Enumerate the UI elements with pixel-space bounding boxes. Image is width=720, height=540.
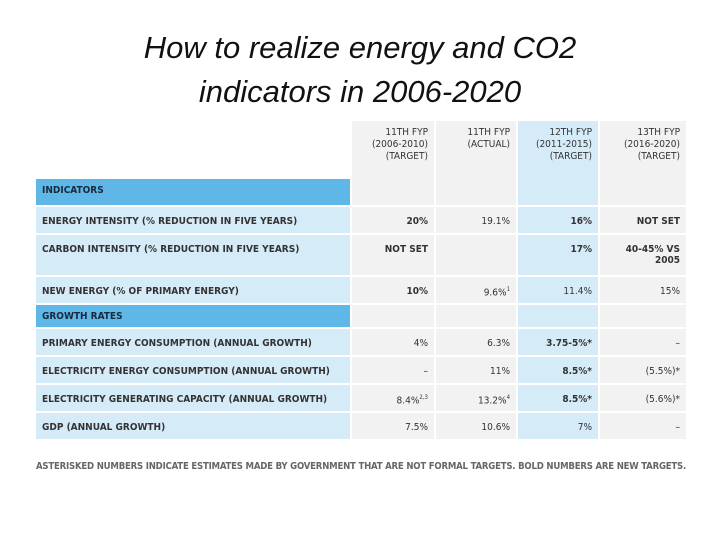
header-line: 11TH FYP (385, 127, 428, 138)
cell-value: 8.4% (396, 395, 420, 407)
cell-12th-target: 17% (516, 235, 598, 277)
header-line: (TARGET) (385, 151, 428, 162)
section-fill-cell (350, 179, 434, 207)
header-11th-fyp-actual: 11TH FYP (ACTUAL) (434, 121, 516, 179)
cell-11th-target: 20% (350, 207, 434, 235)
cell-12th-target: 8.5%* (516, 357, 598, 385)
row-label: ENERGY INTENSITY (% REDUCTION IN FIVE YE… (36, 207, 350, 235)
row-label: ELECTRICITY ENERGY CONSUMPTION (ANNUAL G… (36, 357, 350, 385)
header-11th-fyp-target: 11TH FYP (2006-2010) (TARGET) (350, 121, 434, 179)
cell-11th-actual: 11% (434, 357, 516, 385)
table-row-new-energy: NEW ENERGY (% OF PRIMARY ENERGY) 10% 9.6… (36, 277, 686, 305)
cell-11th-actual (434, 235, 516, 277)
cell-11th-target: 8.4%2,3 (350, 385, 434, 413)
header-line: 12TH FYP (549, 127, 592, 138)
table-row-electricity-capacity: ELECTRICITY GENERATING CAPACITY (ANNUAL … (36, 385, 686, 413)
cell-11th-actual: 6.3% (434, 329, 516, 357)
header-12th-fyp-target: 12TH FYP (2011-2015) (TARGET) (516, 121, 598, 179)
section-fill-cell (350, 305, 434, 329)
header-blank-cell (36, 121, 350, 179)
row-label: NEW ENERGY (% OF PRIMARY ENERGY) (36, 277, 350, 305)
cell-11th-actual: 10.6% (434, 413, 516, 441)
cell-13th-target: 40-45% VS 2005 (598, 235, 686, 277)
footnote-marker: 2,3 (419, 394, 428, 401)
header-line: (2011-2015) (535, 139, 592, 150)
header-line: (TARGET) (549, 151, 592, 162)
table-row-primary-energy: PRIMARY ENERGY CONSUMPTION (ANNUAL GROWT… (36, 329, 686, 357)
header-line: 11TH FYP (467, 127, 510, 138)
section-fill-cell (516, 179, 598, 207)
row-label: ELECTRICITY GENERATING CAPACITY (ANNUAL … (36, 385, 350, 413)
cell-11th-actual: 9.6%1 (434, 277, 516, 305)
section-title-indicators: INDICATORS (36, 179, 350, 207)
cell-value: 13.2% (477, 395, 507, 407)
header-line: (ACTUAL) (467, 139, 510, 150)
table-row-energy-intensity: ENERGY INTENSITY (% REDUCTION IN FIVE YE… (36, 207, 686, 235)
section-fill-cell (434, 305, 516, 329)
section-row-indicators: INDICATORS (36, 179, 686, 207)
fyp-indicators-table: 11TH FYP (2006-2010) (TARGET) 11TH FYP (… (36, 121, 686, 441)
cell-12th-target: 3.75-5%* (516, 329, 598, 357)
title-line-2: indicators in 2006-2020 (198, 74, 522, 109)
header-line: (2006-2010) (371, 139, 428, 150)
section-title-growth-rates: GROWTH RATES (36, 305, 350, 329)
cell-13th-target: (5.6%)* (598, 385, 686, 413)
header-line: (TARGET) (637, 151, 680, 162)
footnote-marker: 1 (506, 286, 510, 293)
section-fill-cell (598, 305, 686, 329)
table-row-carbon-intensity: CARBON INTENSITY (% REDUCTION IN FIVE YE… (36, 235, 686, 277)
cell-13th-target: – (598, 413, 686, 441)
cell-12th-target: 8.5%* (516, 385, 598, 413)
cell-11th-target: 10% (350, 277, 434, 305)
cell-value: 9.6% (483, 287, 507, 299)
cell-11th-target: 7.5% (350, 413, 434, 441)
table-row-gdp: GDP (ANNUAL GROWTH) 7.5% 10.6% 7% – (36, 413, 686, 441)
footnote-marker: 4 (506, 394, 510, 401)
cell-11th-actual: 19.1% (434, 207, 516, 235)
table-header-row: 11TH FYP (2006-2010) (TARGET) 11TH FYP (… (36, 121, 686, 179)
section-fill-cell (598, 179, 686, 207)
header-13th-fyp-target: 13TH FYP (2016-2020) (TARGET) (598, 121, 686, 179)
cell-12th-target: 7% (516, 413, 598, 441)
cell-11th-target: 4% (350, 329, 434, 357)
table-footnote: ASTERISKED NUMBERS INDICATE ESTIMATES MA… (36, 461, 687, 472)
section-fill-cell (516, 305, 598, 329)
cell-11th-target: NOT SET (350, 235, 434, 277)
cell-12th-target: 11.4% (516, 277, 598, 305)
cell-12th-target: 16% (516, 207, 598, 235)
row-label: GDP (ANNUAL GROWTH) (36, 413, 350, 441)
cell-11th-actual: 13.2%4 (434, 385, 516, 413)
section-row-growth-rates: GROWTH RATES (36, 305, 686, 329)
table-row-electricity-consumption: ELECTRICITY ENERGY CONSUMPTION (ANNUAL G… (36, 357, 686, 385)
row-label: CARBON INTENSITY (% REDUCTION IN FIVE YE… (36, 235, 350, 277)
cell-13th-target: (5.5%)* (598, 357, 686, 385)
cell-13th-target: NOT SET (598, 207, 686, 235)
cell-13th-target-text: 40-45% VS 2005 (625, 244, 680, 266)
header-line: 13TH FYP (637, 127, 680, 138)
row-label: PRIMARY ENERGY CONSUMPTION (ANNUAL GROWT… (36, 329, 350, 357)
slide-title: How to realize energy and CO2 indicators… (0, 26, 720, 114)
section-fill-cell (434, 179, 516, 207)
cell-13th-target: – (598, 329, 686, 357)
cell-11th-target: – (350, 357, 434, 385)
title-line-1: How to realize energy and CO2 (143, 30, 577, 65)
cell-13th-target: 15% (598, 277, 686, 305)
header-line: (2016-2020) (623, 139, 680, 150)
